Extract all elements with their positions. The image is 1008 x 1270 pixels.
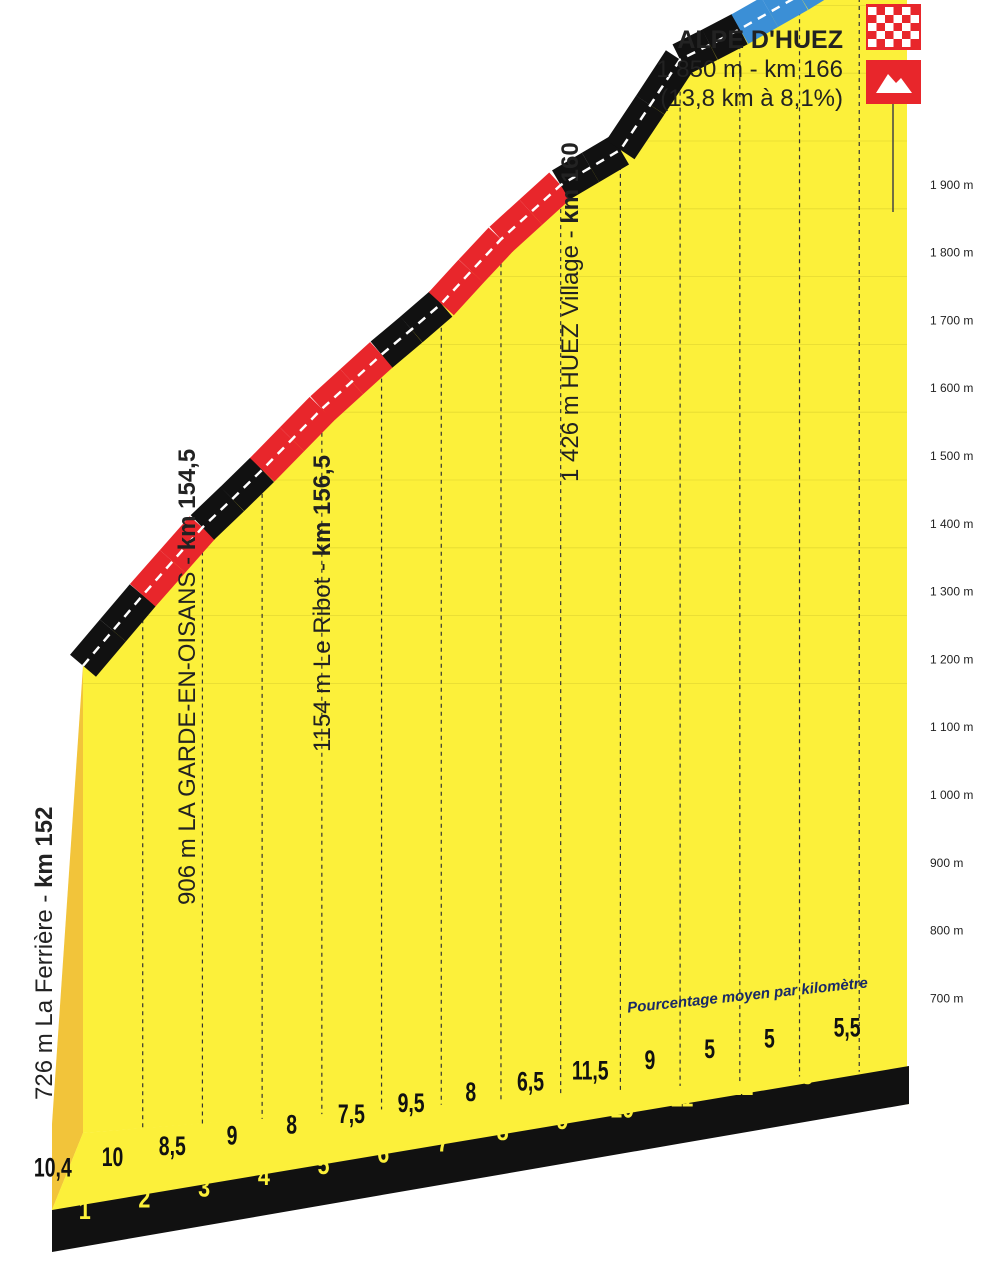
y-tick-label: 1 700 m	[930, 313, 973, 327]
segment-gradient-label: 5	[764, 1023, 775, 1053]
y-tick-label: 1 900 m	[930, 178, 973, 192]
y-tick-label: 700 m	[930, 991, 963, 1005]
route-segment	[190, 486, 245, 540]
summit-info-line2: (13,8 km à 8,1%)	[660, 85, 843, 112]
km-marker-label: 10	[610, 1095, 634, 1125]
base-band	[52, 1066, 909, 1252]
km-marker-label: 11	[670, 1083, 693, 1113]
y-tick-label: 1 000 m	[930, 788, 973, 802]
route-centerline	[82, 0, 794, 667]
y-tick-label: 1 800 m	[930, 246, 973, 260]
segment-gradient-label: 6,5	[517, 1066, 544, 1096]
summit-name: ALPE D'HUEZ	[677, 26, 843, 54]
route-segment	[636, 50, 695, 115]
km-marker-label: 8	[497, 1117, 509, 1147]
km-marker-label: 9	[556, 1106, 568, 1136]
segment-gradient-label: 5,5	[834, 1013, 861, 1043]
y-tick-label: 1 600 m	[930, 381, 973, 395]
km-marker-label: 7	[437, 1128, 449, 1158]
segment-gradient-label: 5	[704, 1034, 715, 1064]
segment-gradient-label: 11,5	[572, 1056, 609, 1086]
segment-gradient-label: 9	[645, 1045, 656, 1075]
y-tick-label: 1 100 m	[930, 720, 973, 734]
segment-gradient-label: 8	[465, 1077, 476, 1107]
segment-gradient-label: 9,5	[398, 1088, 425, 1118]
summit-flag	[866, 4, 921, 212]
waypoint-label: 1 426 m HUEZ Village - km 160	[557, 142, 584, 482]
y-tick-label: 900 m	[930, 856, 963, 870]
base-strip	[52, 1066, 909, 1252]
route-segment	[340, 341, 393, 395]
waypoint-label: 1154 m Le Ribot - km 156,5	[309, 455, 336, 752]
waypoint-label: 726 m La Ferrière - km 152	[31, 807, 58, 1100]
km-marker-label: 2	[138, 1184, 150, 1214]
km-markers: 1 2 3 4 5 6 7 8 9 10 11 12 13	[79, 1061, 814, 1226]
segment-gradient-label: 10	[102, 1142, 124, 1172]
route-line	[70, 0, 825, 677]
km-marker-label: 5	[318, 1151, 330, 1181]
y-axis-ticks: 700 m 800 m 900 m 1 000 m 1 100 m 1 200 m 1 30…	[930, 178, 973, 1006]
km-marker-label: 1	[79, 1196, 91, 1226]
segment-gradient-label: 7,5	[338, 1099, 365, 1129]
profile-fill	[83, 0, 907, 1133]
y-tick-label: 800 m	[930, 924, 963, 938]
summit-info-line1: 1 850 m - km 166	[656, 56, 843, 83]
segment-gradient-label: 10,4	[34, 1153, 72, 1183]
y-tick-label: 1 400 m	[930, 517, 973, 531]
waypoint-label: 906 m LA GARDE-EN-OISANS - km 154,5	[174, 449, 201, 905]
km-marker-label: 3	[198, 1173, 210, 1203]
km-marker-label: 12	[730, 1072, 754, 1102]
km-marker-label: 4	[258, 1162, 270, 1192]
km-marker-label: 6	[377, 1139, 389, 1169]
y-tick-label: 1 500 m	[930, 449, 973, 463]
km-marker-label: 13	[789, 1061, 813, 1091]
segment-gradient-label: 8,5	[159, 1131, 186, 1161]
y-tick-label: 1 200 m	[930, 652, 973, 666]
segment-gradient-label: 9	[227, 1120, 238, 1150]
segment-gradient-label: 8	[286, 1109, 297, 1139]
segment-gradients: 10,4 10 8,5 9 8 7,5 9,5 8 6,5 11,5 9 5 5 5,5	[34, 1013, 861, 1183]
mountain-summit-icon	[866, 60, 921, 104]
y-tick-label: 1 300 m	[930, 585, 973, 599]
profile-side-face	[52, 665, 83, 1210]
checkered-flag-icon	[866, 4, 921, 50]
waypoint-labels: 726 m La Ferrière - km 152 906 m LA GARDE…	[31, 142, 584, 1100]
